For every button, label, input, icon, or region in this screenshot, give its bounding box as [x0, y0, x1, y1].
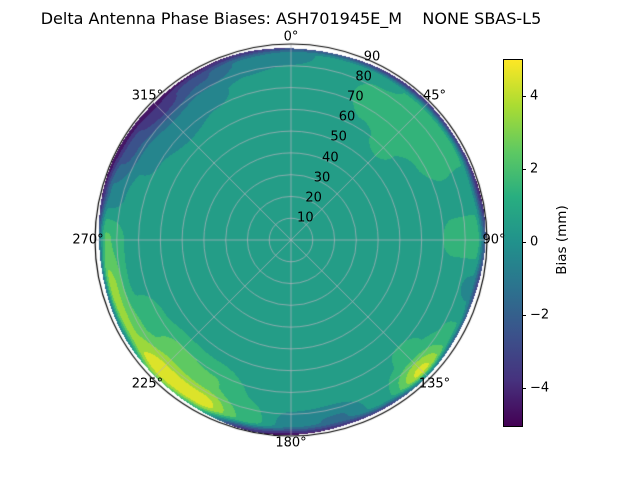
radial-tick-label: 70 — [347, 89, 364, 105]
colorbar-tick-mark — [522, 242, 526, 243]
angular-tick-label: 0° — [283, 29, 299, 45]
colorbar-tick-label: −4 — [530, 380, 550, 396]
angular-tick-label: 45° — [423, 88, 447, 104]
radial-tick-label: 20 — [305, 190, 322, 206]
angular-tick-label: 135° — [418, 376, 451, 392]
colorbar-tick-mark — [522, 388, 526, 390]
radial-tick-label: 30 — [313, 170, 331, 186]
angular-tick-label: 180° — [275, 435, 307, 451]
radial-tick-label: 90 — [363, 49, 381, 65]
colorbar-tick-mark — [522, 315, 526, 317]
colorbar — [503, 59, 523, 427]
radial-tick-label: 10 — [297, 210, 314, 226]
radial-tick-label: 50 — [330, 129, 347, 145]
angular-tick-label: 90° — [482, 232, 506, 248]
colorbar-tick-label: 2 — [530, 161, 539, 177]
radial-tick-label: 80 — [355, 69, 372, 85]
radial-tick-label: 60 — [338, 109, 356, 125]
colorbar-tick-mark — [522, 168, 526, 170]
colorbar-tick-label: 0 — [530, 234, 539, 250]
radial-tick-label: 40 — [322, 150, 339, 166]
colorbar-axis-label: Bias (mm) — [554, 205, 570, 275]
chart-title: Delta Antenna Phase Biases: ASH701945E_M… — [40, 9, 542, 28]
colorbar-tick-label: −2 — [530, 307, 550, 323]
angular-tick-label: 315° — [131, 88, 164, 104]
colorbar-tick-label: 4 — [530, 88, 539, 104]
angular-tick-label: 225° — [131, 376, 164, 392]
colorbar-tick-mark — [522, 95, 526, 97]
angular-tick-label: 270° — [72, 232, 104, 248]
